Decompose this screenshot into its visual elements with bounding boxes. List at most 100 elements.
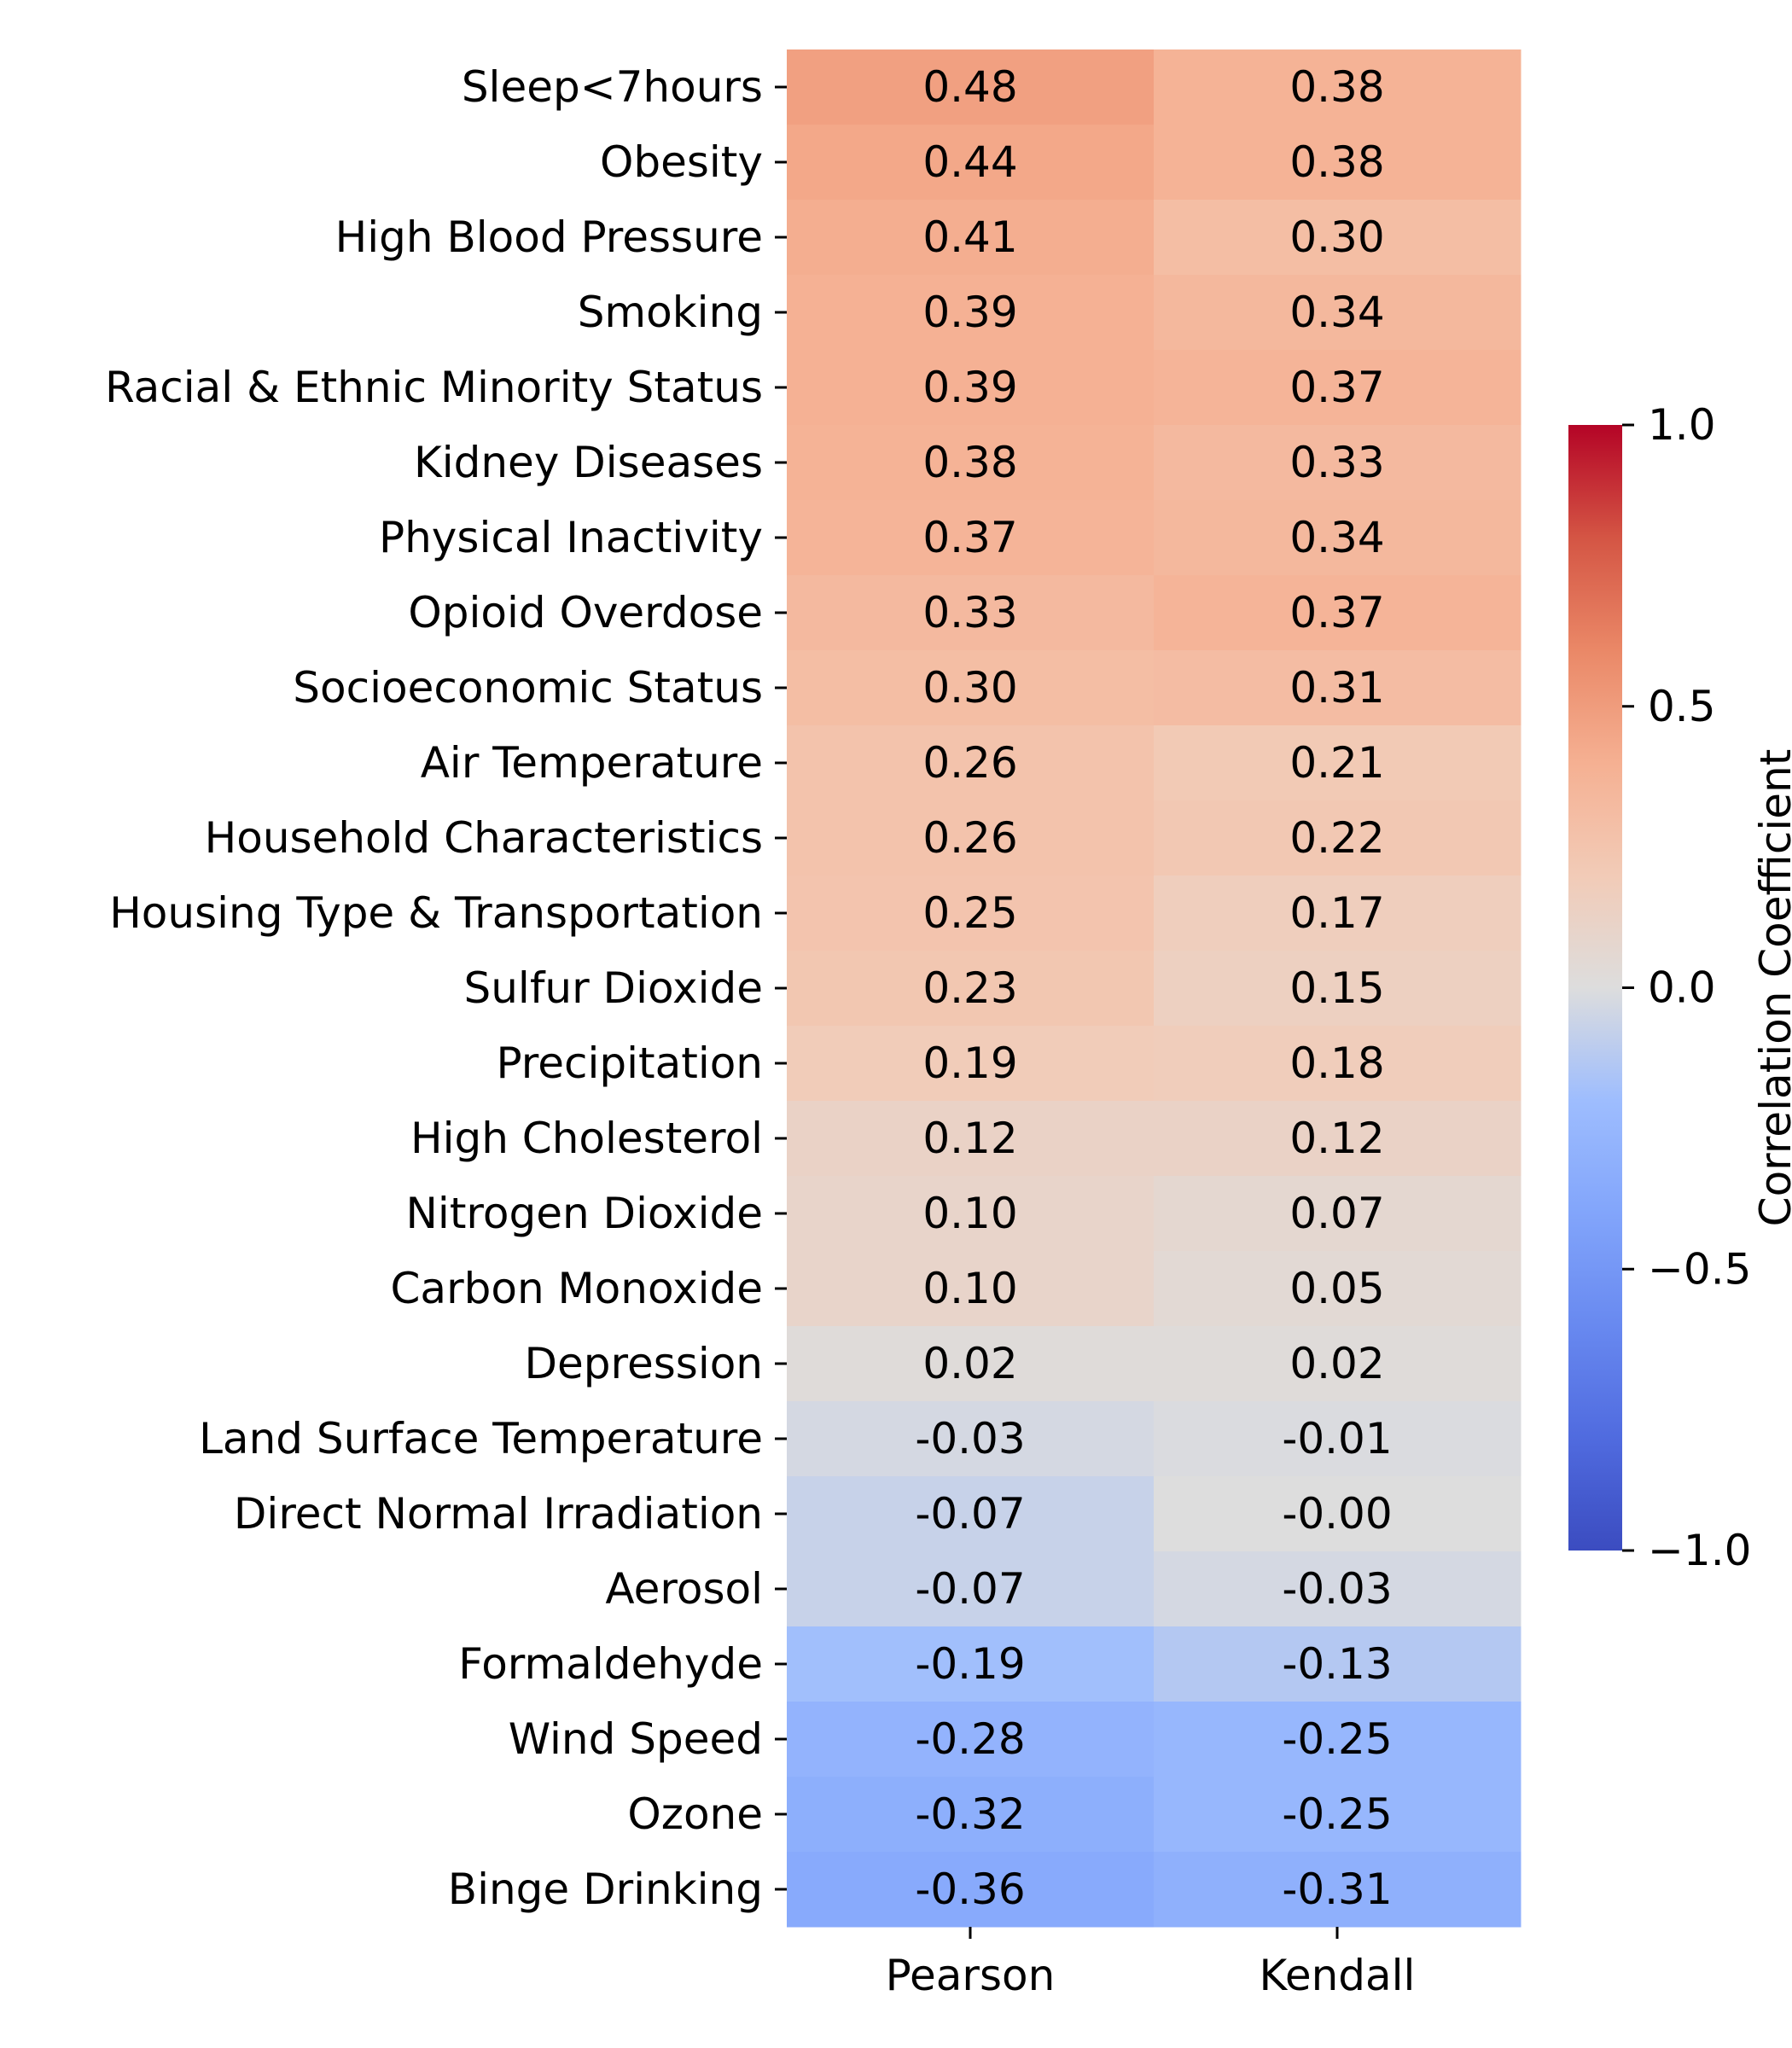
heatmap-cell [1154,876,1521,951]
row-label: Housing Type & Transportation [109,888,763,938]
colorbar-tick-label: 0.5 [1648,682,1716,731]
row-label: Nitrogen Dioxide [406,1189,763,1238]
cell-value-label: -0.25 [1282,1789,1392,1839]
heatmap-cell [787,800,1155,876]
heatmap-cell [1154,1476,1521,1552]
heatmap-cell [787,1026,1155,1102]
cell-value-label: 0.02 [922,1339,1017,1388]
cell-value-label: 0.34 [1289,513,1384,562]
cell-value-label: -0.00 [1282,1489,1392,1539]
heatmap-cell [787,1251,1155,1327]
row-label: Binge Drinking [448,1865,763,1914]
cell-value-label: 0.30 [1289,212,1384,262]
row-label: Direct Normal Irradiation [234,1489,763,1539]
cell-value-label: -0.31 [1282,1865,1392,1914]
cell-value-label: 0.02 [1289,1339,1384,1388]
heatmap-cell [1154,1026,1521,1102]
cell-value-label: 0.33 [1289,438,1384,487]
heatmap-cell [1154,500,1521,576]
heatmap-cell [1154,1702,1521,1777]
cell-value-label: 0.34 [1289,288,1384,337]
heatmap-cell [1154,125,1521,201]
cell-value-label: 0.48 [922,62,1017,112]
heatmap-cell [1154,1777,1521,1853]
cell-value-label: -0.07 [915,1489,1025,1539]
cell-value-label: 0.18 [1289,1039,1384,1088]
row-label: Formaldehyde [458,1639,763,1689]
heatmap-cell [1154,951,1521,1027]
cell-value-label: 0.39 [922,288,1017,337]
heatmap-cell [1154,1326,1521,1402]
heatmap-cell [787,1476,1155,1552]
heatmap-cell [1154,200,1521,276]
cell-value-label: -0.03 [1282,1564,1392,1614]
row-label: Obesity [600,137,763,187]
row-label: Precipitation [496,1039,763,1088]
colorbar-tick-label: 1.0 [1648,400,1716,450]
row-label: Physical Inactivity [379,513,763,562]
heatmap-cell [787,1401,1155,1477]
heatmap-cell [1154,49,1521,125]
row-label: Carbon Monoxide [391,1264,763,1313]
row-label: High Cholesterol [410,1114,763,1163]
cell-value-label: 0.38 [922,438,1017,487]
heatmap-cell [787,1101,1155,1177]
cell-value-label: 0.25 [922,888,1017,938]
row-label: Sulfur Dioxide [464,963,764,1013]
heatmap-cell [787,425,1155,501]
heatmap-cell [787,350,1155,426]
row-label: Kidney Diseases [414,438,763,487]
heatmap-cell [787,876,1155,951]
cell-value-label: 0.15 [1289,963,1384,1013]
row-label: Smoking [578,288,763,337]
cell-value-label: 0.33 [922,588,1017,637]
row-label: Socioeconomic Status [293,663,763,713]
heatmap-cell [787,275,1155,351]
colorbar-tick-label: −0.5 [1648,1244,1751,1294]
heatmap-cell [1154,1551,1521,1627]
cell-value-label: 0.12 [1289,1114,1384,1163]
cell-value-label: 0.22 [1289,813,1384,863]
colorbar-title: Correlation Coefficient [1751,749,1792,1227]
heatmap-cell [1154,1101,1521,1177]
row-label: Wind Speed [509,1714,763,1764]
row-label: Racial & Ethnic Minority Status [105,363,763,412]
heatmap-cell [787,1551,1155,1627]
cell-value-label: 0.12 [922,1114,1017,1163]
cell-value-label: 0.39 [922,363,1017,412]
cell-value-label: -0.32 [915,1789,1025,1839]
row-label: High Blood Pressure [335,212,763,262]
cell-value-label: 0.10 [922,1189,1017,1238]
row-label: Sleep<7hours [462,62,763,112]
cell-value-label: 0.38 [1289,137,1384,187]
cell-value-label: 0.19 [922,1039,1017,1088]
heatmap-cell [1154,725,1521,801]
heatmap-cell [787,1326,1155,1402]
heatmap-cell [1154,1251,1521,1327]
cell-value-label: 0.07 [1289,1189,1384,1238]
x-axis: Pearson Kendall [886,1927,1415,2000]
row-label: Depression [525,1339,764,1388]
row-label: Household Characteristics [205,813,763,863]
colorbar-tick-label: 0.0 [1648,963,1716,1013]
heatmap-cell [1154,425,1521,501]
cell-value-label: -0.07 [915,1564,1025,1614]
cell-value-label: 0.41 [922,212,1017,262]
heatmap-cell [787,725,1155,801]
heatmap-cell [1154,1176,1521,1252]
heatmap-cells [787,49,1521,1928]
colorbar-tick-label: −1.0 [1648,1526,1751,1575]
heatmap-cell [787,49,1155,125]
cell-value-label: -0.36 [915,1865,1025,1914]
cell-value-label: 0.38 [1289,62,1384,112]
column-label: Pearson [886,1951,1056,2000]
cell-value-label: 0.26 [922,738,1017,788]
heatmap-cell [787,200,1155,276]
heatmap-cell [1154,1626,1521,1702]
heatmap-cell [787,951,1155,1027]
cell-value-label: 0.37 [1289,588,1384,637]
cell-value-label: 0.10 [922,1264,1017,1313]
cell-value-label: -0.28 [915,1714,1025,1764]
cell-value-label: -0.19 [915,1639,1025,1689]
